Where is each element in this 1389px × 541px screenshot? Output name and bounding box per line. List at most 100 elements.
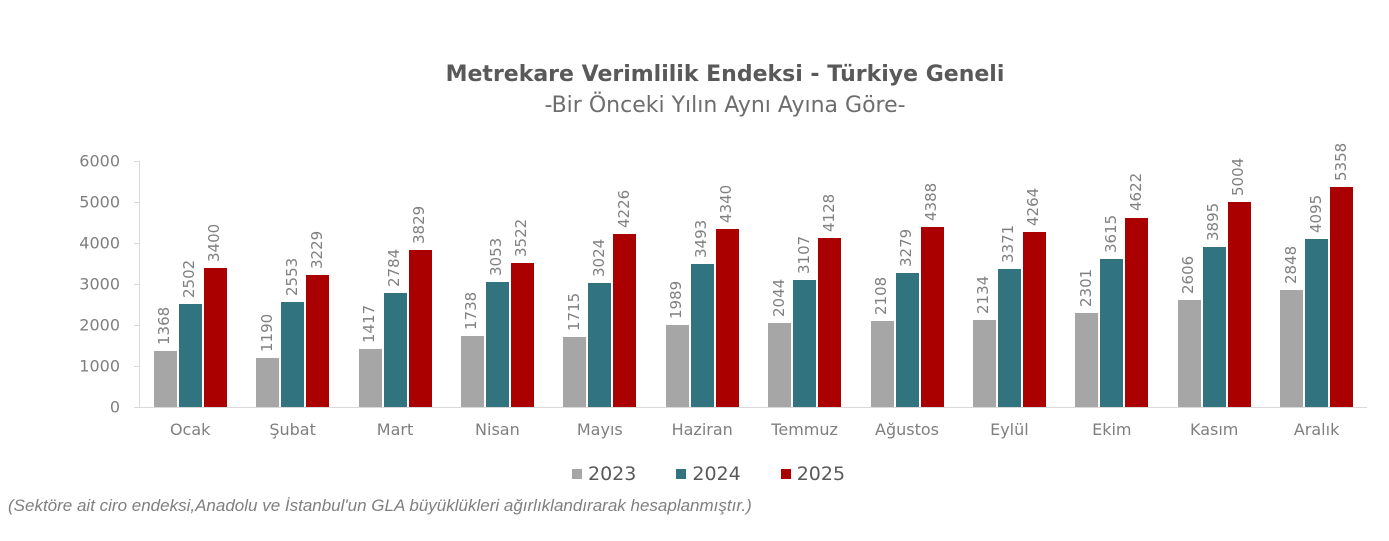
x-category-label: Temmuz [771,420,838,439]
bar-2023-Kasım [1177,300,1201,407]
legend-swatch-icon [572,469,582,479]
bar-2024-Nisan [485,281,509,407]
legend-swatch-icon [780,469,791,479]
legend: 2023 2024 2025 [572,463,845,485]
data-label: 3400 [205,223,224,262]
data-label: 3829 [410,205,428,244]
bar-2025-Ağustos [920,227,944,407]
bar-2024-Ağustos [895,272,919,407]
y-tick-mark [134,325,139,326]
y-tick-mark [134,202,139,203]
x-category-label: Kasım [1189,420,1239,439]
data-label: 5358 [1331,143,1350,182]
y-tick-mark [134,284,139,285]
y-tick-label: 4000 [79,233,120,253]
legend-item-2024: 2024 [676,463,741,485]
x-category-label: Aralık [1293,420,1340,439]
data-label: 5004 [1229,157,1248,196]
x-category-label: Ocak [169,420,211,439]
legend-item-2025: 2025 [780,463,846,485]
bar-2023-Ekim [1075,312,1099,407]
data-label: 1190 [257,314,276,353]
bar-2023-Haziran [665,325,689,407]
x-category-label: Şubat [269,420,316,439]
legend-label: 2023 [588,463,637,485]
bar-2023-Aralık [1280,290,1304,407]
data-label: 2848 [1281,246,1300,285]
legend-item-2023: 2023 [572,463,636,485]
chart-subtitle: -Bir Önceki Yılın Aynı Ayına Göre- [544,93,906,118]
data-label: 3522 [512,218,531,257]
y-tick-label: 2000 [79,315,120,335]
bar-2025-Eylül [1022,232,1046,407]
data-label: 4264 [1024,187,1043,227]
data-label: 3895 [1204,203,1223,242]
bar-2025-Aralık [1330,187,1354,407]
x-category-label: Ağustos [875,420,939,439]
bar-2024-Kasım [1202,247,1226,407]
bar-2024-Eylül [997,268,1021,407]
data-label: 3229 [307,230,326,269]
x-category-label: Mart [376,420,414,439]
bar-2025-Ekim [1125,217,1149,407]
bar-2023-Ağustos [870,320,894,407]
data-label: 3279 [897,228,915,267]
data-label: 2301 [1076,268,1095,307]
bar-2023-Eylül [972,319,996,407]
data-label: 1989 [667,281,686,320]
data-label: 4226 [614,189,633,228]
footnote: (Sektöre ait ciro endeksi,Anadolu ve İst… [8,496,752,515]
y-tick-mark [134,243,139,244]
data-label: 2502 [180,260,199,299]
data-label: 4128 [819,193,838,232]
x-axis-line [139,407,1367,408]
data-label: 2134 [974,275,993,314]
bar-2025-Şubat [306,274,330,407]
legend-label: 2025 [796,463,846,485]
y-tick-label: 5000 [79,192,120,212]
y-axis-line [139,161,140,408]
bar-2025-Mayıs [613,233,637,407]
x-category-label: Haziran [671,420,733,439]
bar-2023-Ocak [153,350,177,407]
data-label: 2784 [385,248,403,287]
data-label: 1738 [462,291,481,330]
data-label: 4388 [922,182,940,222]
bar-2024-Haziran [690,263,714,407]
bar-2024-Mayıs [588,283,612,407]
legend-label: 2024 [692,463,741,485]
x-category-label: Eylül [990,420,1029,439]
y-tick-label: 0 [109,397,120,417]
bar-2024-Mart [383,292,407,407]
data-label: 3615 [1101,214,1120,253]
data-label: 3053 [487,237,506,276]
y-tick-label: 3000 [79,274,120,294]
data-label: 1417 [360,304,378,343]
bar-2023-Mart [358,348,382,407]
data-label: 3107 [794,235,813,274]
data-label: 2108 [872,276,890,315]
legend-swatch-icon [676,469,687,479]
bar-2023-Temmuz [768,323,792,407]
data-label: 2553 [282,258,301,297]
y-tick-mark [134,161,139,162]
bar-2025-Nisan [510,262,534,407]
data-label: 4622 [1126,173,1145,212]
data-label: 3371 [999,224,1018,263]
data-label: 2606 [1179,255,1198,295]
bar-2024-Aralık [1305,239,1329,407]
y-tick-label: 6000 [79,151,120,171]
bar-2023-Şubat [256,358,280,407]
bar-2023-Mayıs [563,336,587,407]
x-category-label: Ekim [1092,420,1132,439]
data-label: 4340 [717,184,736,224]
data-label: 1368 [155,306,174,345]
bar-2025-Haziran [715,229,739,407]
y-tick-label: 1000 [79,356,120,376]
data-label: 3024 [589,238,608,278]
bar-2025-Kasım [1227,201,1251,407]
y-tick-mark [134,407,139,408]
data-label: 3493 [692,219,711,258]
x-category-label: Mayıs [576,420,623,439]
